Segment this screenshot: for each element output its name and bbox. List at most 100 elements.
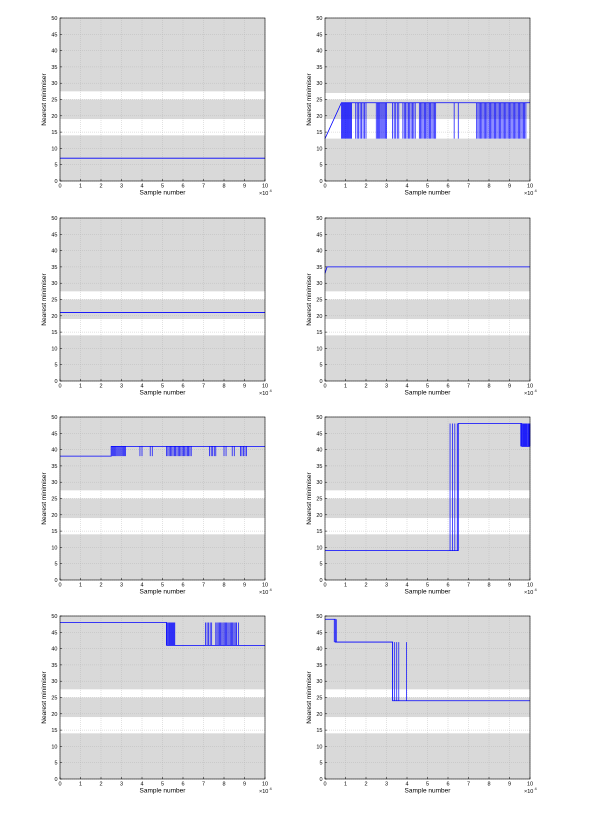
x-tick-label: 1 [79, 583, 82, 589]
series-switching [333, 619, 337, 643]
series-switching [166, 446, 192, 457]
y-tick-label: 25 [316, 497, 322, 503]
x-tick-label: 0 [323, 782, 326, 788]
y-tick-label: 5 [54, 363, 57, 369]
x-tick-label: 4 [140, 384, 143, 390]
series-switching [205, 622, 213, 646]
x-tick-label: 6 [446, 384, 449, 390]
y-tick-label: 45 [316, 32, 322, 38]
x-tick-label: 1 [344, 384, 347, 390]
y-tick-label: 25 [51, 497, 57, 503]
y-tick-label: 25 [51, 98, 57, 104]
y-tick-label: 45 [51, 630, 57, 636]
x-tick-label: 0 [58, 184, 61, 190]
y-tick-label: 35 [51, 265, 57, 271]
x-tick-label: 5 [426, 782, 429, 788]
y-tick-label: 50 [51, 415, 57, 421]
y-tick-label: 5 [319, 363, 322, 369]
x-tick-label: 9 [508, 384, 511, 390]
y-tick-label: 40 [51, 249, 57, 255]
y-tick-label: 0 [319, 777, 322, 783]
x-tick-label: 7 [202, 583, 205, 589]
series-switching [149, 446, 153, 457]
x-tick-label: 2 [364, 184, 367, 190]
series-switching [341, 102, 352, 139]
x-tick-label: 2 [99, 583, 102, 589]
series-switching [520, 423, 531, 447]
series-switching [375, 102, 387, 139]
x-tick-label: 9 [508, 782, 511, 788]
x-tick-label: 4 [140, 583, 143, 589]
x-multiplier-label: ×10 [524, 391, 533, 397]
series-switching [110, 446, 126, 457]
x-tick-label: 5 [161, 184, 164, 190]
y-tick-label: 45 [316, 630, 322, 636]
y-tick-label: 30 [51, 281, 57, 287]
y-tick-label: 15 [316, 529, 322, 535]
y-tick-label: 0 [319, 379, 322, 385]
x-tick-label: 10 [527, 782, 533, 788]
y-tick-label: 45 [316, 431, 322, 437]
x-tick-label: 7 [202, 782, 205, 788]
y-tick-label: 30 [51, 81, 57, 87]
band-region [60, 498, 265, 519]
band-region [60, 99, 265, 120]
x-tick-label: 2 [99, 184, 102, 190]
y-tick-label: 50 [316, 614, 322, 620]
series-switching [453, 102, 459, 139]
y-tick-label: 15 [51, 130, 57, 136]
x-tick-label: 8 [487, 184, 490, 190]
x-tick-label: 3 [120, 184, 123, 190]
series-switching [392, 102, 400, 139]
y-tick-label: 5 [319, 562, 322, 568]
x-tick-label: 0 [58, 583, 61, 589]
y-tick-label: 20 [316, 114, 322, 120]
x-tick-label: 10 [262, 184, 268, 190]
x-tick-label: 8 [487, 384, 490, 390]
x-tick-label: 10 [527, 384, 533, 390]
y-tick-label: 30 [51, 480, 57, 486]
y-axis-label: Nearest minimiser [41, 670, 48, 723]
x-tick-label: 3 [385, 384, 388, 390]
series-line [325, 618, 530, 702]
x-tick-label: 8 [222, 782, 225, 788]
x-tick-label: 0 [323, 384, 326, 390]
x-tick-label: 6 [181, 184, 184, 190]
x-tick-label: 10 [527, 184, 533, 190]
y-tick-label: 40 [316, 647, 322, 653]
x-tick-label: 2 [364, 384, 367, 390]
x-tick-label: 2 [364, 782, 367, 788]
x-tick-label: 0 [323, 184, 326, 190]
band-region [60, 697, 265, 718]
y-tick-label: 5 [54, 761, 57, 767]
x-multiplier-exponent: 4 [535, 188, 538, 193]
y-tick-label: 10 [316, 146, 322, 152]
series-switching [223, 446, 227, 457]
x-tick-label: 7 [202, 184, 205, 190]
x-tick-label: 7 [467, 782, 470, 788]
y-tick-label: 10 [51, 346, 57, 352]
x-axis-label: Sample number [405, 589, 452, 596]
x-tick-label: 3 [385, 782, 388, 788]
y-tick-label: 0 [319, 179, 322, 185]
x-tick-label: 5 [161, 583, 164, 589]
series-switching [392, 642, 400, 701]
y-tick-label: 35 [316, 65, 322, 71]
y-tick-label: 20 [51, 314, 57, 320]
x-tick-label: 1 [79, 184, 82, 190]
x-tick-label: 6 [446, 184, 449, 190]
x-tick-label: 8 [222, 184, 225, 190]
x-tick-label: 1 [79, 782, 82, 788]
x-tick-label: 1 [344, 782, 347, 788]
y-tick-label: 45 [316, 232, 322, 238]
y-tick-label: 10 [51, 146, 57, 152]
x-tick-label: 8 [222, 583, 225, 589]
y-tick-label: 45 [51, 232, 57, 238]
y-tick-label: 30 [51, 679, 57, 685]
y-tick-label: 5 [319, 163, 322, 169]
x-tick-label: 10 [262, 583, 268, 589]
